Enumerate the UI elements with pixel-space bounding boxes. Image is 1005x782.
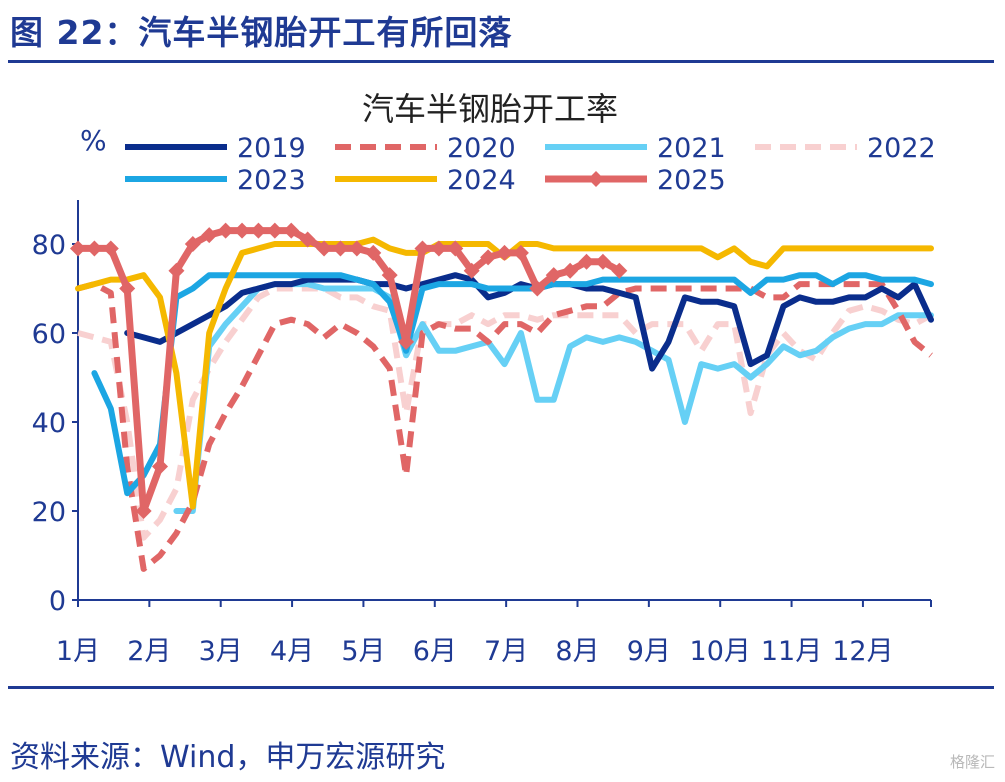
series-marker-2025 — [250, 222, 267, 239]
legend-label-2019: 2019 — [237, 133, 306, 164]
figure-title: 图 22：汽车半钢胎开工有所回落 — [10, 13, 513, 52]
x-tick-label: 4月 — [270, 636, 314, 667]
series-marker-2025 — [184, 236, 201, 252]
series-line-2025 — [74, 227, 623, 515]
x-tick-label: 12月 — [832, 636, 893, 667]
legend-label-2022: 2022 — [867, 133, 936, 164]
series-marker-2025 — [168, 262, 185, 279]
top-rule — [8, 60, 994, 63]
legend: 2019 2020 2021 2022 2023 2024 2025 — [125, 133, 936, 196]
x-tick-label: 8月 — [555, 636, 599, 667]
series-marker-2025 — [102, 240, 119, 257]
series-marker-2025 — [135, 503, 152, 519]
axes: 0 20 40 60 80 1月 2月 3月 4月 5月 6月 7月 8月 9月 10月 11月 12月 — [32, 200, 932, 667]
series-marker-2025 — [217, 222, 234, 239]
series-marker-2025 — [266, 222, 283, 239]
series-marker-2025 — [611, 262, 628, 279]
y-axis-unit: % — [80, 124, 107, 157]
series-marker-2025 — [414, 240, 431, 257]
legend-label-2023: 2023 — [237, 165, 306, 196]
series-marker-2025 — [562, 262, 579, 279]
watermark: 格隆汇 — [949, 753, 995, 771]
x-tick-label: 5月 — [341, 636, 385, 667]
series-layer — [70, 222, 934, 572]
series-marker-2025 — [463, 262, 480, 279]
series-marker-2025 — [348, 240, 365, 257]
series-marker-2025 — [152, 458, 169, 475]
y-tick-label: 0 — [49, 586, 66, 617]
x-tick-label: 7月 — [484, 636, 528, 667]
series-marker-2025 — [234, 222, 251, 239]
y-tick-label: 20 — [32, 497, 66, 528]
series-marker-2025 — [119, 280, 136, 297]
x-tick-label: 9月 — [627, 636, 671, 667]
chart-title: 汽车半钢胎开工率 — [362, 90, 618, 128]
y-tick-label: 80 — [32, 230, 66, 261]
legend-label-2024: 2024 — [447, 165, 516, 196]
legend-marker-2025 — [588, 171, 604, 187]
source-note: 资料来源：Wind，申万宏源研究 — [10, 740, 446, 775]
x-tick-label: 11月 — [761, 636, 822, 667]
legend-label-2025: 2025 — [657, 165, 726, 196]
bottom-rule — [8, 686, 994, 689]
series-marker-2025 — [365, 244, 382, 261]
series-marker-2025 — [316, 240, 333, 257]
x-tick-label: 1月 — [56, 636, 100, 667]
y-tick-label: 40 — [32, 408, 66, 439]
series-marker-2025 — [332, 240, 349, 257]
series-marker-2025 — [381, 267, 398, 284]
series-marker-2025 — [299, 231, 316, 248]
series-marker-2025 — [283, 222, 300, 239]
series-marker-2025 — [86, 240, 103, 257]
series-marker-2025 — [398, 333, 415, 350]
series-line-2020 — [77, 281, 933, 572]
legend-label-2021: 2021 — [657, 133, 726, 164]
series-line-2022 — [77, 285, 933, 541]
legend-label-2020: 2020 — [447, 133, 516, 164]
x-tick-label: 6月 — [413, 636, 457, 667]
x-tick-label: 2月 — [127, 636, 171, 667]
y-tick-label: 60 — [32, 319, 66, 350]
series-marker-2025 — [529, 280, 546, 297]
series-marker-2025 — [496, 244, 513, 261]
series-marker-2025 — [594, 253, 611, 270]
series-marker-2025 — [545, 267, 562, 284]
series-marker-2025 — [201, 227, 218, 244]
series-marker-2025 — [70, 240, 86, 257]
series-marker-2025 — [578, 253, 595, 270]
series-marker-2025 — [430, 240, 447, 257]
x-tick-label: 10月 — [690, 636, 751, 667]
x-tick-label: 3月 — [199, 636, 243, 667]
series-marker-2025 — [447, 240, 464, 257]
series-marker-2025 — [480, 249, 497, 266]
series-marker-2025 — [512, 244, 529, 261]
